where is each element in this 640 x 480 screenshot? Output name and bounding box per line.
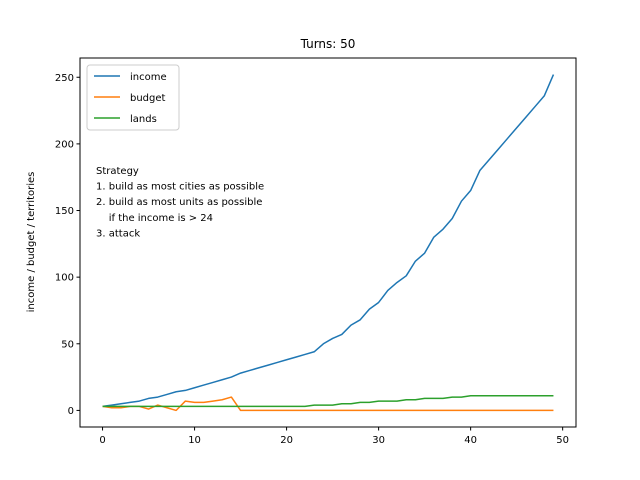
legend-label-income: income xyxy=(130,72,167,83)
x-tick-label: 20 xyxy=(280,435,293,446)
ticks-layer: 0 10 20 30 40 50 0 50 100 150 200 250 xyxy=(55,73,569,446)
annotation-line: 2. build as most units as possible xyxy=(96,197,262,208)
series-layer xyxy=(102,74,555,412)
y-tick-label: 200 xyxy=(55,139,74,150)
plot-frame xyxy=(79,57,577,428)
strategy-annotation: Strategy 1. build as most cities as possi… xyxy=(96,166,264,239)
y-tick-label: 0 xyxy=(68,406,74,417)
y-tick-label: 50 xyxy=(61,339,74,350)
x-tick-label: 0 xyxy=(99,435,105,446)
annotation-line: if the income is > 24 xyxy=(96,213,213,224)
legend: income budget lands xyxy=(86,64,180,131)
y-tick-label: 150 xyxy=(55,206,74,217)
series-line-budget xyxy=(102,396,554,412)
y-tick-label: 100 xyxy=(55,273,74,284)
series-line-income xyxy=(102,74,555,408)
y-axis-label: income / budget / territories xyxy=(26,172,37,313)
legend-box xyxy=(86,64,180,131)
y-tick-label: 250 xyxy=(55,73,74,84)
legend-label-lands: lands xyxy=(130,114,157,125)
x-tick-label: 50 xyxy=(556,435,569,446)
annotation-line: Strategy xyxy=(96,166,139,177)
x-tick-label: 30 xyxy=(372,435,385,446)
annotation-line: 3. attack xyxy=(96,228,140,239)
chart-title: Turns: 50 xyxy=(300,37,356,51)
series-line-lands xyxy=(102,395,554,408)
x-tick-label: 40 xyxy=(464,435,477,446)
legend-label-budget: budget xyxy=(130,93,166,104)
annotation-line: 1. build as most cities as possible xyxy=(96,182,264,193)
x-tick-label: 10 xyxy=(188,435,201,446)
